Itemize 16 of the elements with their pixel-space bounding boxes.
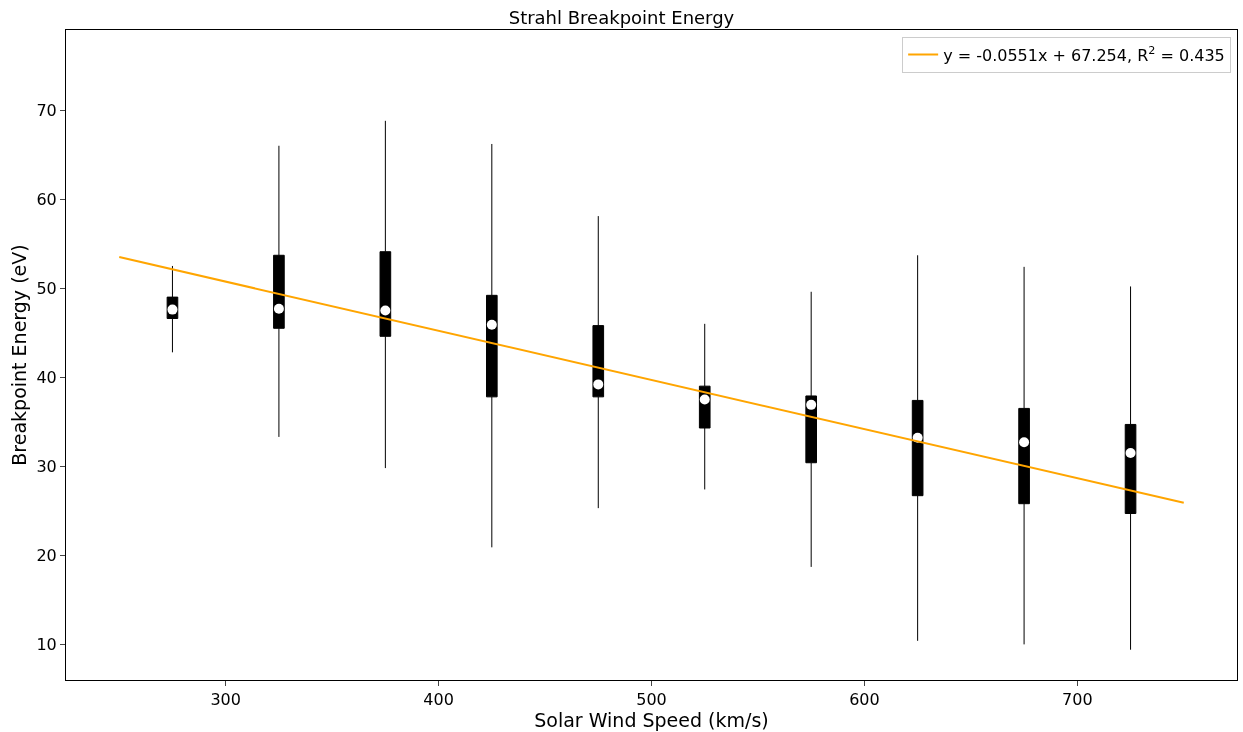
x-tick-label: 600 (849, 690, 880, 710)
x-tick-label: 500 (636, 690, 667, 710)
y-tick-label: 70 (36, 100, 57, 120)
chart-title: Strahl Breakpoint Energy (508, 6, 735, 28)
x-tick-label: 400 (423, 690, 454, 710)
y-tick-label: 60 (36, 189, 57, 209)
x-tick-label: 300 (210, 690, 241, 710)
y-tick-label: 40 (36, 367, 57, 387)
x-axis-title: Solar Wind Speed (km/s) (534, 709, 769, 732)
y-tick-label: 20 (36, 545, 57, 565)
legend-label: y = -0.0551x + 67.254, R$^{2}$ = 0.435 (943, 43, 1225, 65)
x-tick-label: 700 (1062, 690, 1093, 710)
y-tick-label: 10 (36, 634, 57, 654)
y-axis-title: Breakpoint Energy (eV) (8, 244, 31, 466)
y-tick-label: 50 (36, 278, 57, 298)
y-tick-label: 30 (36, 456, 57, 476)
